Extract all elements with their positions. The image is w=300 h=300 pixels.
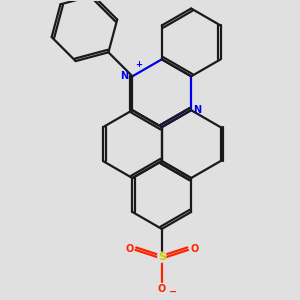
Text: −: − — [169, 287, 177, 297]
Text: O: O — [158, 284, 166, 294]
Text: N: N — [121, 71, 129, 81]
Text: O: O — [190, 244, 198, 254]
Text: +: + — [135, 60, 142, 69]
Text: S: S — [158, 252, 166, 262]
Text: N: N — [194, 105, 202, 115]
Text: O: O — [125, 244, 134, 254]
